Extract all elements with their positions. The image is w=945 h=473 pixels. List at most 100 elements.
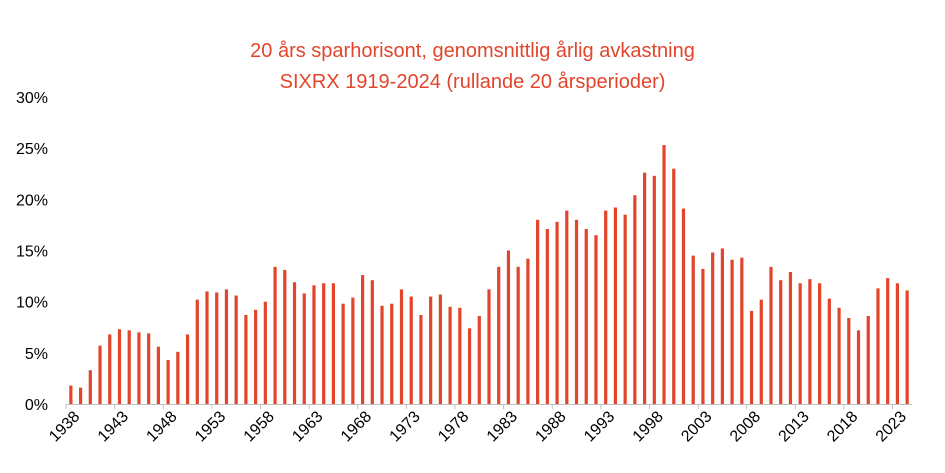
bar bbox=[818, 283, 822, 404]
bar bbox=[769, 266, 773, 404]
x-tick-label: 2008 bbox=[727, 408, 764, 445]
bar bbox=[458, 307, 462, 404]
x-tick-label: 1948 bbox=[143, 408, 180, 445]
bar bbox=[370, 280, 374, 404]
x-tick-label: 1998 bbox=[630, 408, 667, 445]
bar bbox=[399, 289, 404, 404]
x-tick-label: 2018 bbox=[824, 408, 861, 445]
bar bbox=[117, 329, 122, 404]
bar bbox=[856, 330, 861, 404]
bar bbox=[565, 210, 569, 404]
bar bbox=[438, 294, 442, 404]
x-tick-label: 1963 bbox=[289, 408, 326, 445]
bar bbox=[497, 266, 501, 404]
bar bbox=[108, 334, 112, 404]
chart-title: 20 års sparhorisont, genomsnittlig årlig… bbox=[250, 40, 695, 62]
bar bbox=[516, 266, 520, 404]
bar bbox=[691, 255, 695, 404]
x-tick-label: 1973 bbox=[387, 408, 424, 445]
bar bbox=[137, 332, 141, 404]
bar bbox=[477, 315, 481, 404]
x-tick-label: 1953 bbox=[192, 408, 229, 445]
bar bbox=[331, 283, 336, 404]
bar bbox=[633, 195, 637, 404]
bar-series bbox=[69, 145, 909, 404]
bar bbox=[866, 315, 870, 404]
bar bbox=[283, 269, 287, 404]
y-tick-label: 5% bbox=[25, 346, 48, 363]
y-axis: 0% 5% 10% 15% 20% 25% 30% bbox=[16, 90, 48, 414]
bar bbox=[837, 307, 841, 404]
bar bbox=[448, 306, 452, 404]
bar bbox=[895, 283, 900, 404]
bar bbox=[711, 252, 715, 404]
bar bbox=[847, 318, 851, 404]
bar bbox=[749, 310, 754, 404]
bar bbox=[390, 303, 394, 404]
bar bbox=[273, 266, 277, 404]
bar bbox=[788, 271, 793, 404]
bar bbox=[322, 283, 326, 404]
bar bbox=[798, 283, 802, 404]
y-tick-label: 20% bbox=[16, 192, 48, 209]
bar bbox=[905, 290, 909, 404]
y-tick-label: 30% bbox=[16, 90, 48, 107]
bar bbox=[623, 214, 627, 404]
bar bbox=[185, 334, 190, 404]
x-tick-label: 1943 bbox=[95, 408, 132, 445]
bar bbox=[730, 259, 734, 404]
bar bbox=[652, 175, 656, 404]
bar bbox=[574, 219, 579, 404]
bar bbox=[672, 168, 676, 404]
bar bbox=[224, 289, 229, 404]
bar bbox=[380, 305, 384, 404]
bar bbox=[88, 370, 92, 404]
bar bbox=[205, 291, 209, 404]
bar bbox=[876, 288, 880, 404]
bar bbox=[147, 333, 151, 404]
bar bbox=[98, 345, 102, 404]
y-tick-label: 10% bbox=[16, 295, 48, 312]
bar bbox=[642, 172, 647, 404]
bar bbox=[701, 268, 705, 404]
bar bbox=[536, 219, 540, 404]
bar bbox=[419, 314, 423, 404]
bar bbox=[215, 292, 219, 404]
chart-subtitle: SIXRX 1919-2024 (rullande 20 årsperioder… bbox=[279, 71, 666, 93]
bar bbox=[254, 309, 258, 404]
bar bbox=[292, 282, 297, 404]
bar bbox=[409, 296, 413, 404]
bar bbox=[662, 145, 666, 404]
bar bbox=[584, 229, 588, 404]
bar bbox=[69, 385, 73, 404]
bar bbox=[808, 279, 812, 404]
bar bbox=[176, 351, 180, 404]
bar bbox=[759, 299, 763, 404]
x-tick-label: 1983 bbox=[484, 408, 521, 445]
bar bbox=[195, 299, 199, 404]
bar bbox=[779, 280, 783, 404]
y-tick-label: 25% bbox=[16, 141, 48, 158]
bar bbox=[166, 360, 170, 404]
bar bbox=[302, 293, 306, 404]
bar bbox=[156, 346, 160, 404]
bar bbox=[613, 207, 618, 404]
bar bbox=[429, 296, 433, 404]
bar bbox=[467, 328, 472, 404]
bar bbox=[720, 248, 724, 404]
x-tick-label: 1958 bbox=[241, 408, 278, 445]
bar bbox=[360, 275, 365, 404]
x-tick-label: 1993 bbox=[581, 408, 618, 445]
bar bbox=[487, 289, 491, 404]
bar bbox=[555, 221, 559, 404]
bar bbox=[827, 298, 831, 404]
x-tick-label: 1968 bbox=[338, 408, 375, 445]
bar bbox=[594, 235, 598, 404]
x-tick-label: 2023 bbox=[873, 408, 910, 445]
bar bbox=[312, 285, 316, 404]
bar bbox=[740, 257, 744, 404]
bar bbox=[681, 208, 686, 404]
bar bbox=[234, 295, 238, 404]
